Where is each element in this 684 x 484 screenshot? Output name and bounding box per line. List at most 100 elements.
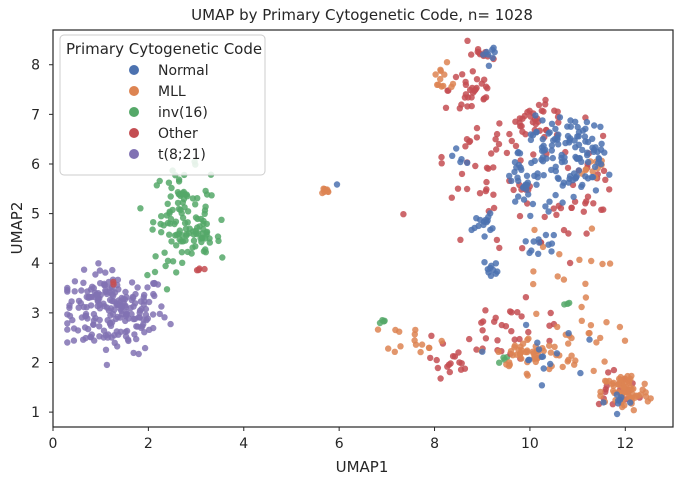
point-inv-16 — [164, 257, 172, 264]
point-inv-16 — [168, 238, 175, 245]
point-t-8-21 — [123, 327, 131, 335]
point-inv-16 — [171, 232, 179, 239]
point-other — [451, 353, 459, 360]
point-t-8-21 — [107, 312, 114, 319]
point-t-8-21 — [96, 323, 103, 330]
point-other — [457, 366, 465, 373]
point-inv-16 — [564, 300, 571, 307]
point-inv-16 — [165, 179, 173, 186]
point-other — [519, 128, 526, 135]
point-normal — [579, 146, 586, 154]
point-inv-16 — [149, 226, 156, 233]
point-normal — [584, 138, 592, 146]
point-t-8-21 — [130, 349, 137, 357]
point-normal — [458, 156, 465, 163]
point-other — [602, 176, 609, 183]
point-other — [466, 335, 473, 343]
x-tick-label: 8 — [430, 436, 439, 452]
point-other — [502, 323, 510, 330]
point-t-8-21 — [140, 316, 147, 323]
point-normal — [529, 200, 537, 208]
point-other — [473, 346, 480, 353]
point-normal — [468, 226, 475, 234]
point-t-8-21 — [112, 315, 120, 323]
point-normal — [561, 154, 568, 161]
point-normal — [527, 131, 535, 138]
point-mll — [397, 343, 404, 350]
point-mll — [437, 66, 444, 74]
point-normal — [473, 215, 480, 222]
point-normal — [511, 168, 518, 176]
point-inv-16 — [162, 262, 169, 270]
point-t-8-21 — [113, 328, 121, 335]
point-normal — [555, 141, 562, 148]
point-other — [606, 186, 613, 193]
point-t-8-21 — [131, 331, 138, 338]
point-inv-16 — [190, 237, 198, 244]
point-inv-16 — [176, 236, 183, 243]
point-mll — [551, 343, 558, 350]
point-t-8-21 — [64, 320, 71, 327]
point-normal — [506, 172, 513, 180]
point-t-8-21 — [103, 361, 111, 369]
point-other — [437, 375, 444, 382]
point-mll — [533, 310, 540, 317]
point-other — [446, 368, 453, 376]
point-t-8-21 — [94, 302, 101, 310]
point-normal — [576, 155, 583, 162]
point-normal — [542, 203, 549, 210]
point-other — [482, 83, 490, 90]
point-normal — [606, 171, 613, 178]
x-axis-ticks: 0 2 4 6 8 10 12 — [49, 427, 634, 452]
point-other — [442, 104, 450, 112]
point-normal — [511, 159, 519, 166]
point-mll — [417, 348, 424, 356]
point-normal — [535, 250, 542, 257]
point-normal — [582, 173, 589, 180]
point-other — [196, 265, 203, 272]
point-mll — [586, 329, 593, 337]
point-t-8-21 — [134, 284, 141, 291]
legend-marker-other — [129, 128, 139, 138]
point-normal — [522, 238, 529, 245]
point-t-8-21 — [123, 310, 130, 318]
y-tick-label: 5 — [31, 207, 40, 223]
x-tick-label: 2 — [144, 436, 153, 452]
point-other — [472, 162, 479, 170]
point-other — [541, 213, 548, 221]
point-other — [605, 369, 612, 376]
point-inv-16 — [163, 212, 170, 219]
point-t-8-21 — [75, 297, 83, 305]
point-other — [514, 309, 521, 316]
point-normal — [489, 54, 496, 61]
point-t-8-21 — [140, 321, 147, 328]
point-normal — [532, 112, 539, 119]
point-other — [462, 91, 470, 98]
point-other — [516, 335, 523, 343]
point-normal — [489, 46, 496, 53]
point-inv-16 — [186, 225, 193, 232]
point-normal — [539, 158, 547, 165]
point-other — [463, 136, 471, 143]
point-t-8-21 — [101, 282, 109, 289]
point-mll — [554, 273, 561, 280]
point-mll — [560, 276, 568, 283]
point-other — [535, 101, 543, 109]
point-mll — [438, 337, 445, 345]
point-inv-16 — [184, 248, 191, 256]
point-inv-16 — [218, 216, 225, 223]
point-other — [464, 37, 471, 44]
point-other — [463, 185, 471, 193]
point-t-8-21 — [107, 322, 115, 329]
point-other — [542, 96, 549, 104]
point-inv-16 — [496, 359, 503, 366]
point-normal — [479, 348, 486, 355]
point-t-8-21 — [74, 327, 82, 334]
point-inv-16 — [214, 233, 222, 240]
point-mll — [603, 378, 610, 385]
point-inv-16 — [180, 188, 187, 196]
point-normal — [583, 118, 591, 126]
point-normal — [586, 336, 593, 343]
point-mll — [578, 303, 585, 311]
